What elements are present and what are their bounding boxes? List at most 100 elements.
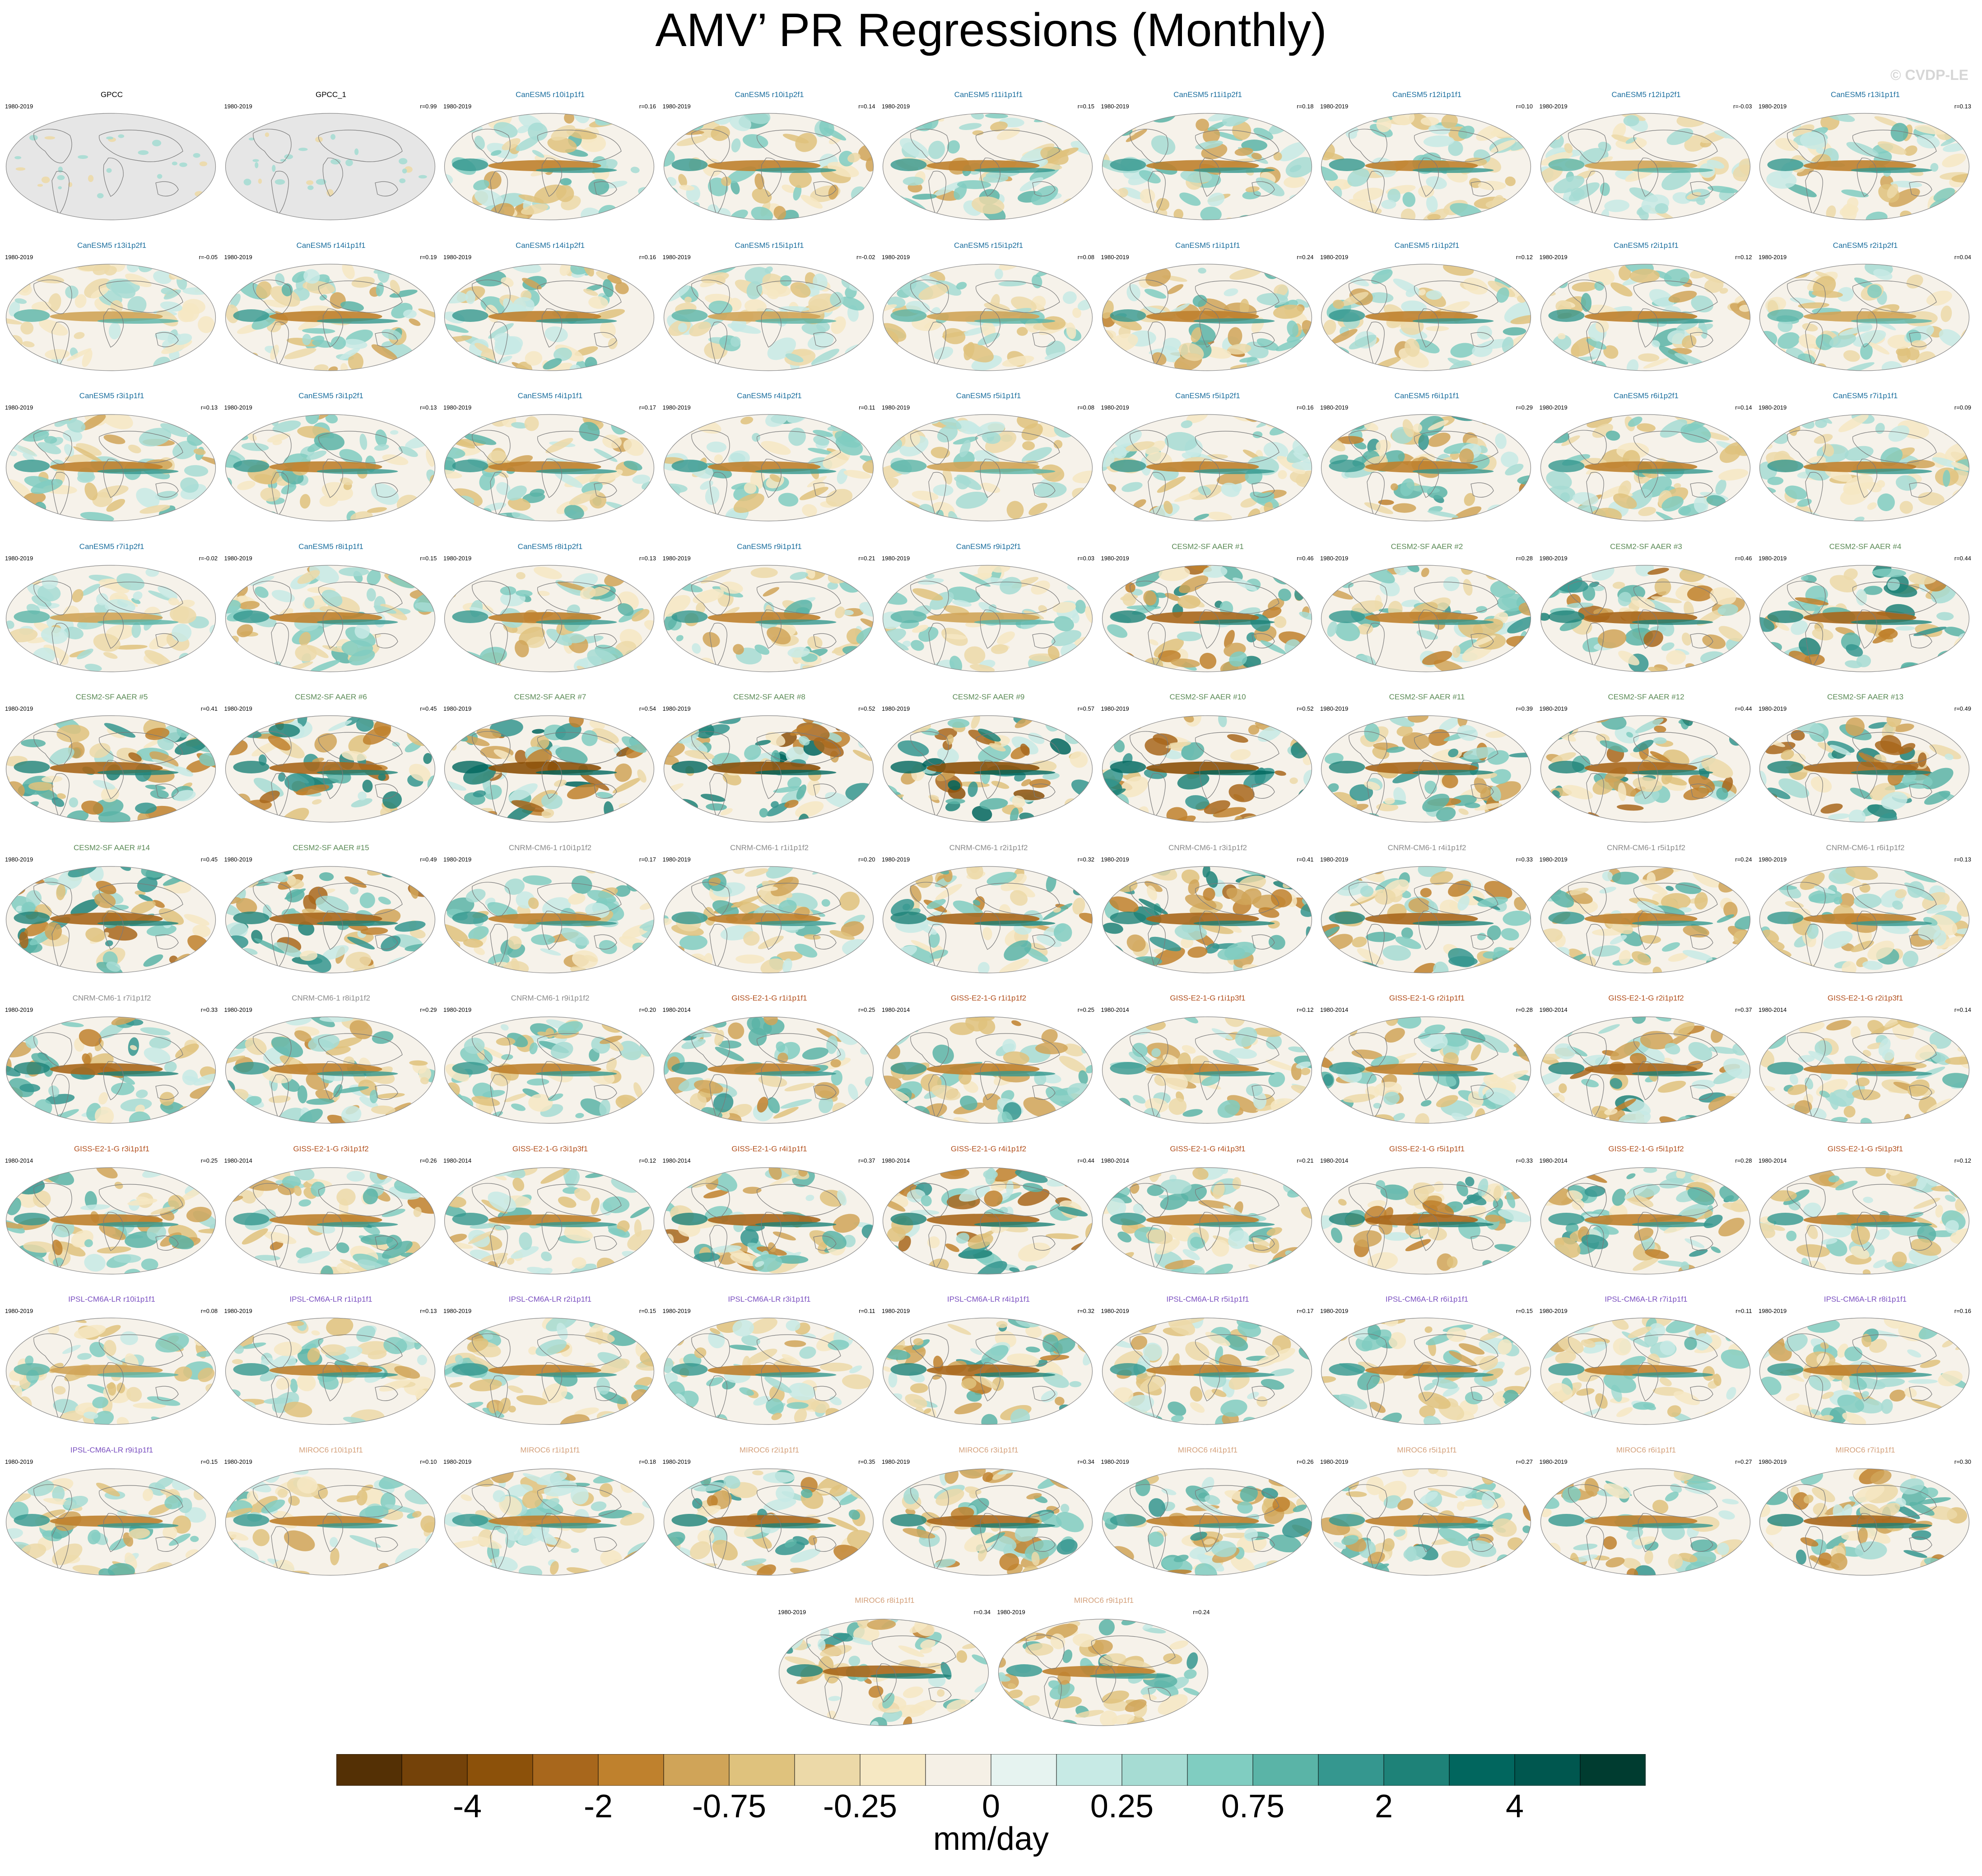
map-giss bbox=[882, 1016, 1093, 1124]
panel-title: CESM2-SF AAER #6 bbox=[295, 693, 367, 701]
panel-title: GISS-E2-1-G r5i1p1f1 bbox=[1389, 1144, 1465, 1153]
panel-period: 1980-2019 bbox=[1101, 554, 1129, 562]
map-cnrm bbox=[225, 1016, 435, 1124]
map-panel: IPSL-CM6A-LR r10i1p1f1 1980-2019 r=0.08 bbox=[2, 1295, 221, 1430]
map-panel: MIROC6 r10i1p1f1 1980-2019 r=0.10 bbox=[222, 1446, 441, 1581]
panel-title: CanESM5 r4i1p2f1 bbox=[737, 391, 802, 400]
map-panel: CanESM5 r9i1p2f1 1980-2019 r=0.03 bbox=[879, 542, 1098, 678]
panel-title: IPSL-CM6A-LR r10i1p1f1 bbox=[68, 1295, 155, 1303]
panel-title: CanESM5 r11i1p2f1 bbox=[1173, 90, 1242, 99]
panel-title: MIROC6 r7i1p1f1 bbox=[1835, 1445, 1895, 1454]
map-panel: IPSL-CM6A-LR r5i1p1f1 1980-2019 r=0.17 bbox=[1098, 1295, 1317, 1430]
panel-correlation: r=0.14 bbox=[858, 103, 875, 110]
map-panel: GISS-E2-1-G r1i1p1f2 1980-2014 r=0.25 bbox=[879, 994, 1098, 1129]
map-canesm bbox=[663, 414, 874, 521]
panel-correlation: r=0.15 bbox=[420, 554, 437, 562]
map-panel: CESM2-SF AAER #4 1980-2019 r=0.44 bbox=[1756, 542, 1975, 678]
panel-correlation: r=0.16 bbox=[639, 103, 656, 110]
panel-period: 1980-2019 bbox=[224, 1458, 252, 1465]
map-canesm bbox=[882, 414, 1093, 521]
panel-correlation: r=0.12 bbox=[1954, 1157, 1971, 1164]
map-panel: CESM2-SF AAER #5 1980-2019 r=0.41 bbox=[2, 693, 221, 828]
panel-period: 1980-2019 bbox=[1320, 554, 1349, 562]
panel-correlation: r=0.52 bbox=[858, 705, 875, 712]
map-giss bbox=[1759, 1016, 1970, 1124]
map-ipsl bbox=[5, 1317, 216, 1425]
map-giss bbox=[663, 1016, 874, 1124]
panel-period: 1980-2019 bbox=[5, 1308, 33, 1314]
map-cesm bbox=[1759, 715, 1970, 823]
panel-title: CanESM5 r3i1p2f1 bbox=[298, 391, 363, 400]
panel-period: 1980-2019 bbox=[882, 103, 910, 110]
map-giss bbox=[1102, 1016, 1312, 1124]
panel-correlation: r=0.12 bbox=[1516, 253, 1533, 261]
map-panel: CanESM5 r14i1p2f1 1980-2019 r=0.16 bbox=[441, 241, 660, 377]
panel-correlation: r=0.30 bbox=[1954, 1458, 1971, 1465]
panel-title: MIROC6 r9i1p1f1 bbox=[1074, 1596, 1134, 1605]
panel-title: CanESM5 r5i1p1f1 bbox=[956, 391, 1021, 400]
panel-period: 1980-2019 bbox=[1759, 404, 1787, 411]
panel-period: 1980-2019 bbox=[443, 1308, 472, 1314]
map-canesm bbox=[1102, 113, 1312, 220]
panel-period: 1980-2019 bbox=[443, 1458, 472, 1465]
map-panel: GISS-E2-1-G r5i1p1f1 1980-2014 r=0.33 bbox=[1317, 1145, 1536, 1280]
colorbar-swatch bbox=[598, 1754, 664, 1786]
map-obs bbox=[225, 113, 435, 220]
panel-title: CanESM5 r12i1p1f1 bbox=[1392, 90, 1462, 99]
map-panel: GISS-E2-1-G r4i1p1f1 1980-2014 r=0.37 bbox=[660, 1145, 879, 1280]
panel-period: 1980-2019 bbox=[1759, 554, 1787, 562]
panel-title: CanESM5 r6i1p2f1 bbox=[1614, 391, 1679, 400]
colorbar-swatch bbox=[663, 1754, 730, 1786]
map-cnrm bbox=[882, 866, 1093, 973]
panel-correlation: r=0.13 bbox=[420, 1308, 437, 1314]
map-panel: MIROC6 r4i1p1f1 1980-2019 r=0.26 bbox=[1098, 1446, 1317, 1581]
map-ipsl bbox=[882, 1317, 1093, 1425]
map-cesm bbox=[1321, 564, 1531, 672]
map-panel: CanESM5 r11i1p2f1 1980-2019 r=0.18 bbox=[1098, 90, 1317, 226]
panel-title: MIROC6 r6i1p1f1 bbox=[1616, 1445, 1676, 1454]
panel-period: 1980-2019 bbox=[1101, 103, 1129, 110]
panel-correlation: r=0.21 bbox=[858, 554, 875, 562]
map-panel: MIROC6 r7i1p1f1 1980-2019 r=0.30 bbox=[1756, 1446, 1975, 1581]
panel-correlation: r=0.12 bbox=[639, 1157, 656, 1164]
panel-correlation: r=0.10 bbox=[420, 1458, 437, 1465]
panel-title: MIROC6 r10i1p1f1 bbox=[299, 1445, 363, 1454]
map-canesm bbox=[444, 113, 655, 220]
map-miroc bbox=[1540, 1468, 1750, 1576]
panel-correlation: r=0.18 bbox=[639, 1458, 656, 1465]
map-panel: GISS-E2-1-G r1i1p3f1 1980-2014 r=0.12 bbox=[1098, 994, 1317, 1129]
panel-period: 1980-2019 bbox=[224, 856, 252, 863]
panel-correlation: r=0.37 bbox=[1735, 1006, 1752, 1013]
panel-correlation: r=0.44 bbox=[1954, 554, 1971, 562]
map-canesm bbox=[882, 263, 1093, 371]
map-cesm bbox=[5, 866, 216, 973]
panel-title: CanESM5 r14i1p2f1 bbox=[515, 241, 585, 250]
panel-period: 1980-2014 bbox=[1320, 1157, 1349, 1164]
panel-title: CanESM5 r2i1p2f1 bbox=[1833, 241, 1898, 250]
map-cnrm bbox=[1759, 866, 1970, 973]
map-cesm bbox=[1102, 564, 1312, 672]
map-cesm bbox=[1759, 564, 1970, 672]
map-ipsl bbox=[1540, 1317, 1750, 1425]
panel-period: 1980-2019 bbox=[5, 103, 33, 110]
map-canesm bbox=[1540, 414, 1750, 521]
panel-period: 1980-2019 bbox=[1539, 253, 1568, 261]
panel-correlation: r=0.17 bbox=[1297, 1308, 1314, 1314]
panel-period: 1980-2019 bbox=[1539, 554, 1568, 562]
panel-title: CanESM5 r13i1p1f1 bbox=[1830, 90, 1900, 99]
colorbar-units: mm/day bbox=[933, 1821, 1049, 1857]
panel-title: GISS-E2-1-G r4i1p1f1 bbox=[731, 1144, 807, 1153]
colorbar bbox=[336, 1754, 1646, 1786]
map-panel: CanESM5 r8i1p2f1 1980-2019 r=0.13 bbox=[441, 542, 660, 678]
map-panel: MIROC6 r1i1p1f1 1980-2019 r=0.18 bbox=[441, 1446, 660, 1581]
map-panel: GISS-E2-1-G r2i1p3f1 1980-2014 r=0.14 bbox=[1756, 994, 1975, 1129]
map-cesm bbox=[225, 715, 435, 823]
map-canesm bbox=[5, 414, 216, 521]
map-miroc bbox=[1321, 1468, 1531, 1576]
panel-period: 1980-2019 bbox=[224, 1006, 252, 1013]
panel-correlation: r=0.54 bbox=[639, 705, 656, 712]
map-miroc bbox=[882, 1468, 1093, 1576]
panel-period: 1980-2019 bbox=[1539, 705, 1568, 712]
panel-correlation: r=0.13 bbox=[420, 404, 437, 411]
panel-period: 1980-2019 bbox=[997, 1609, 1025, 1615]
